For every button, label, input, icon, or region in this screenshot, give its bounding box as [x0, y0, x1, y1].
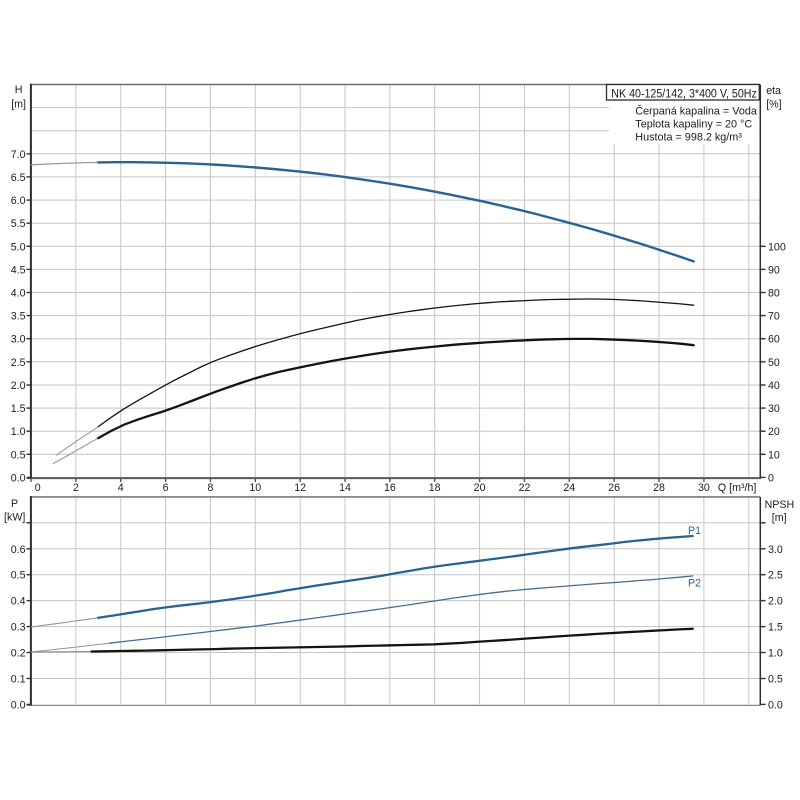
svg-text:2.5: 2.5 — [11, 357, 26, 369]
svg-text:0: 0 — [768, 472, 774, 484]
svg-text:60: 60 — [768, 334, 780, 346]
svg-text:Čerpaná kapalina = Voda: Čerpaná kapalina = Voda — [635, 104, 757, 117]
svg-text:P: P — [11, 498, 18, 510]
svg-text:0.4: 0.4 — [11, 596, 26, 608]
svg-text:1.5: 1.5 — [768, 622, 783, 634]
svg-text:14: 14 — [339, 482, 351, 494]
svg-text:0.1: 0.1 — [11, 674, 26, 686]
svg-text:6: 6 — [163, 482, 169, 494]
svg-text:1.5: 1.5 — [11, 403, 26, 415]
svg-text:2.0: 2.0 — [768, 596, 783, 608]
svg-text:5.5: 5.5 — [11, 218, 26, 230]
svg-text:6.0: 6.0 — [11, 195, 26, 207]
svg-text:30: 30 — [698, 482, 710, 494]
svg-text:10: 10 — [768, 449, 780, 461]
svg-text:0.0: 0.0 — [11, 699, 26, 711]
svg-text:4.0: 4.0 — [11, 288, 26, 300]
svg-text:1.0: 1.0 — [11, 426, 26, 438]
svg-text:90: 90 — [768, 264, 780, 276]
svg-text:30: 30 — [768, 403, 780, 415]
svg-text:1.0: 1.0 — [768, 648, 783, 660]
svg-text:0.5: 0.5 — [11, 449, 26, 461]
svg-text:H: H — [15, 84, 23, 96]
svg-text:10: 10 — [249, 482, 261, 494]
svg-text:0: 0 — [35, 482, 41, 494]
svg-text:28: 28 — [653, 482, 665, 494]
svg-text:0.3: 0.3 — [11, 622, 26, 634]
svg-text:2.5: 2.5 — [768, 570, 783, 582]
svg-text:8: 8 — [207, 482, 213, 494]
svg-text:[m]: [m] — [11, 99, 26, 111]
svg-text:P1: P1 — [688, 525, 701, 537]
svg-text:50: 50 — [768, 357, 780, 369]
svg-text:24: 24 — [563, 482, 575, 494]
svg-text:3.0: 3.0 — [768, 544, 783, 556]
svg-text:80: 80 — [768, 288, 780, 300]
svg-text:5.0: 5.0 — [11, 241, 26, 253]
svg-text:2: 2 — [73, 482, 79, 494]
svg-text:NK 40-125/142, 3*400 V, 50Hz: NK 40-125/142, 3*400 V, 50Hz — [611, 86, 757, 100]
svg-text:0.6: 0.6 — [11, 544, 26, 556]
svg-text:16: 16 — [384, 482, 396, 494]
svg-text:7.0: 7.0 — [11, 149, 26, 161]
svg-text:20: 20 — [768, 426, 780, 438]
svg-text:0.0: 0.0 — [768, 699, 783, 711]
svg-text:[m]: [m] — [772, 512, 787, 524]
svg-text:Q [m³/h]: Q [m³/h] — [718, 482, 756, 494]
svg-text:6.5: 6.5 — [11, 172, 26, 184]
svg-text:20: 20 — [474, 482, 486, 494]
svg-text:12: 12 — [294, 482, 306, 494]
svg-text:2.0: 2.0 — [11, 380, 26, 392]
svg-text:70: 70 — [768, 311, 780, 323]
svg-text:0.0: 0.0 — [11, 472, 26, 484]
svg-text:4.5: 4.5 — [11, 264, 26, 276]
svg-text:Teplota kapaliny = 20 °C: Teplota kapaliny = 20 °C — [635, 118, 752, 130]
svg-text:40: 40 — [768, 380, 780, 392]
svg-text:4: 4 — [118, 482, 124, 494]
svg-text:[kW]: [kW] — [4, 511, 25, 523]
svg-text:eta: eta — [766, 85, 781, 97]
svg-text:0.5: 0.5 — [11, 570, 26, 582]
svg-text:0.5: 0.5 — [768, 674, 783, 686]
svg-text:3.5: 3.5 — [11, 311, 26, 323]
svg-text:22: 22 — [519, 482, 531, 494]
svg-text:18: 18 — [429, 482, 441, 494]
svg-text:Hustota = 998.2 kg/m³: Hustota = 998.2 kg/m³ — [635, 131, 742, 143]
svg-text:3.0: 3.0 — [11, 334, 26, 346]
svg-text:P2: P2 — [688, 578, 701, 590]
svg-text:100: 100 — [768, 241, 786, 253]
svg-text:[%]: [%] — [766, 99, 781, 111]
svg-text:0.2: 0.2 — [11, 648, 26, 660]
svg-text:NPSH: NPSH — [765, 499, 795, 511]
svg-text:26: 26 — [608, 482, 620, 494]
